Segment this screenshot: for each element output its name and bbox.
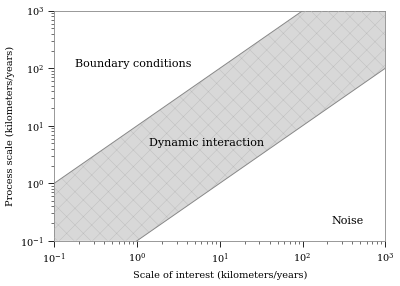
Text: Boundary conditions: Boundary conditions	[76, 59, 192, 69]
Text: Dynamic interaction: Dynamic interaction	[150, 138, 264, 148]
X-axis label: Scale of interest (kilometers/years): Scale of interest (kilometers/years)	[132, 271, 307, 281]
Text: Noise: Noise	[332, 216, 364, 226]
Y-axis label: Process scale (kilometers/years): Process scale (kilometers/years)	[6, 46, 15, 206]
Polygon shape	[54, 11, 385, 241]
